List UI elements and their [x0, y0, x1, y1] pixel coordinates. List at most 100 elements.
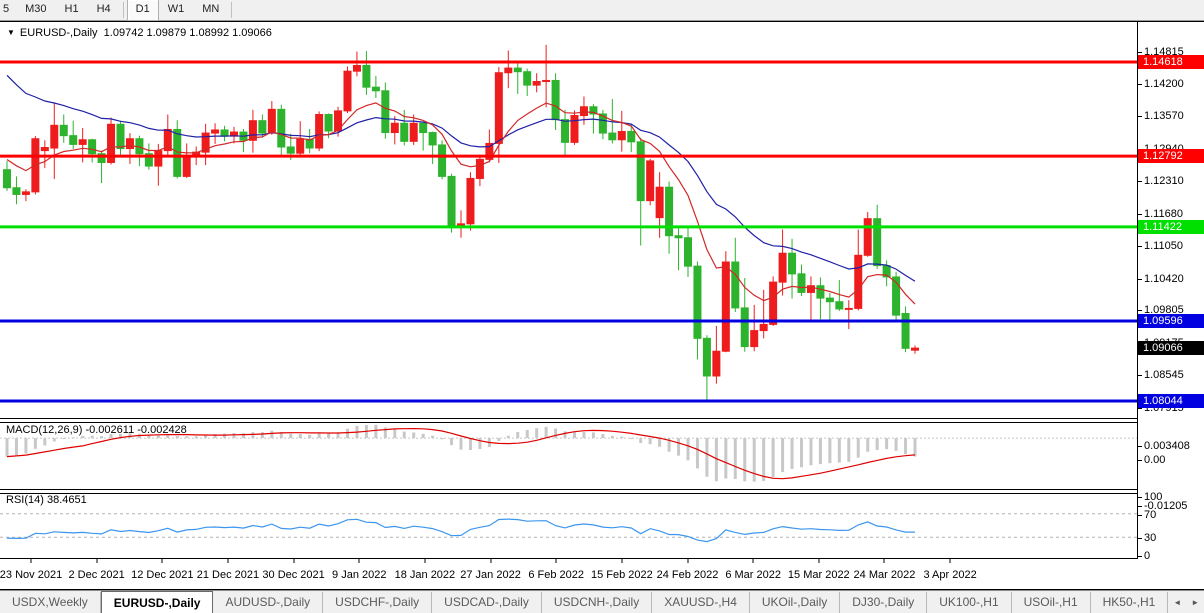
time-axis-date-label: 6 Feb 2022 [528, 569, 585, 581]
chart-tab-bar: USDX,Weekly EURUSD-,Daily AUDUSD-,Daily USD… [0, 590, 1204, 613]
price-axis-tick: 0.003408 [1144, 440, 1190, 452]
tab-usdchf-daily[interactable]: USDCHF-,Daily [323, 592, 433, 613]
price-axis-tick: 1.12310 [1144, 175, 1184, 187]
axis-tick-mark [1138, 375, 1142, 377]
tab-audusd-daily[interactable]: AUDUSD-,Daily [213, 592, 324, 613]
axis-tick-mark [1138, 506, 1142, 507]
timeframe-button-d1[interactable]: D1 [126, 0, 159, 21]
time-axis-date-label: 12 Dec 2021 [131, 569, 194, 581]
time-axis-tick-mark [293, 559, 295, 563]
toolbar-separator [122, 2, 124, 18]
price-axis-tick: 1.09805 [1144, 304, 1184, 317]
tab-usdx-weekly[interactable]: USDX,Weekly [0, 592, 101, 613]
tab-usdcnh-daily[interactable]: USDCNH-,Daily [542, 592, 653, 613]
time-axis-date-label: 3 Apr 2022 [923, 569, 977, 581]
level-price-label: 1.14618 [1138, 55, 1204, 69]
price-axis-tick: -0.01205 [1144, 500, 1188, 512]
chart-plot-area[interactable]: ▼ EURUSD-,Daily 1.09742 1.09879 1.08992 1… [0, 22, 1137, 590]
pane-separator-rsi[interactable] [0, 489, 1137, 494]
timeframe-button-mn[interactable]: MN [202, 3, 220, 15]
price-axis-tick: 1.11680 [1144, 207, 1183, 220]
timeframe-button-m30[interactable]: M30 [25, 3, 47, 15]
macd-signal-line [6, 427, 916, 480]
axis-tick-mark [1138, 556, 1142, 557]
rsi-line [6, 518, 915, 543]
macd-pane [0, 424, 1137, 482]
axis-tick-mark [1138, 446, 1142, 447]
level-price-label: 1.09596 [1138, 313, 1204, 328]
level-price-label: 1.12792 [1138, 149, 1204, 164]
axis-tick-mark [1138, 181, 1142, 182]
tab-dj30-daily[interactable]: DJ30-,Daily [840, 592, 928, 613]
axis-tick-mark [1138, 246, 1142, 247]
time-axis-tick-mark [490, 559, 492, 563]
timeframe-button-5[interactable]: 5 [3, 3, 10, 15]
time-axis-date-label: 15 Feb 2022 [590, 569, 653, 581]
time-axis-tick-mark [621, 559, 623, 563]
axis-tick-mark [1138, 213, 1142, 215]
timeframe-button-w1[interactable]: W1 [167, 3, 185, 15]
time-axis-tick-mark [949, 559, 951, 563]
time-axis-date-label: 30 Dec 2021 [262, 569, 325, 581]
time-axis-date-label: 24 Feb 2022 [656, 569, 719, 581]
rsi-indicator-label: RSI(14) 38.4651 [6, 494, 87, 506]
time-axis-date-label: 15 Mar 2022 [787, 569, 850, 581]
timeframe-button-h1[interactable]: H1 [64, 3, 79, 15]
pane-separator-macd[interactable] [0, 418, 1137, 423]
time-axis-tick-mark [161, 559, 163, 563]
rsi-pane [0, 513, 1137, 543]
macd-histogram [5, 424, 917, 482]
level-price-label: 1.11422 [1138, 219, 1204, 234]
time-axis-tick-mark [555, 559, 557, 563]
timeframe-toolbar: 5 M30 H1 H4 D1 W1 MN [0, 0, 1204, 21]
chart-window: ▼ EURUSD-,Daily 1.09742 1.09879 1.08992 1… [0, 21, 1204, 590]
axis-tick-mark [1138, 148, 1142, 150]
tab-scroll-left-icon[interactable]: ◄ [1173, 598, 1182, 607]
tab-hk50-h1[interactable]: HK50-,H1 [1091, 592, 1169, 613]
time-axis-date-label: 23 Nov 2021 [0, 569, 63, 581]
tab-ukoil-daily[interactable]: UKOil-,Daily [750, 592, 841, 613]
time-axis-tick-mark [883, 559, 885, 563]
axis-tick-mark [1138, 51, 1142, 53]
chart-window-border [0, 589, 1204, 590]
time-axis-tick-mark [96, 559, 98, 563]
candlestick-series [3, 44, 919, 401]
tab-uk100-h1[interactable]: UK100-,H1 [927, 592, 1012, 613]
chart-ohlc-values: 1.09742 1.09879 1.08992 1.09066 [103, 27, 272, 39]
price-axis-tick: 0.00 [1144, 454, 1166, 467]
time-axis-tick-mark [752, 559, 754, 563]
time-axis-tick-mark [227, 559, 229, 563]
price-axis-tick: 100 [1144, 491, 1163, 503]
price-axis-tick: 0 [1144, 550, 1151, 562]
tab-eurusd-daily[interactable]: EURUSD-,Daily [100, 591, 214, 613]
time-axis-date-label: 24 Mar 2022 [853, 569, 916, 581]
price-axis-tick: 1.08545 [1144, 369, 1184, 382]
time-axis-date-label: 18 Jan 2022 [394, 569, 456, 581]
axis-tick-mark [1138, 116, 1142, 117]
tab-usoil-h1[interactable]: USOil-,H1 [1012, 592, 1091, 613]
price-axis[interactable]: 1.148151.142001.135701.129401.123101.116… [1137, 22, 1204, 562]
time-axis-tick-mark [424, 559, 426, 563]
axis-tick-mark [1138, 407, 1142, 409]
tab-scroll-right-icon[interactable]: ► [1191, 598, 1200, 607]
price-axis-tick: 1.10420 [1144, 272, 1184, 285]
time-axis-tick-mark [818, 559, 820, 563]
time-axis[interactable]: 23 Nov 2021 2 Dec 2021 12 Dec 2021 21 Dec 2… [0, 559, 1204, 589]
tab-scroll-controls: ◄ ► [1168, 591, 1204, 613]
time-axis-date-label: 9 Jan 2022 [332, 569, 387, 581]
symbol-dropdown-icon[interactable]: ▼ [7, 28, 15, 37]
time-axis-date-label: 2 Dec 2021 [68, 569, 125, 581]
current-price-label: 1.09066 [1138, 341, 1204, 356]
time-axis-tick-mark [687, 559, 688, 563]
tab-usdcad-daily[interactable]: USDCAD-,Daily [432, 592, 542, 613]
timeframe-button-h4[interactable]: H4 [96, 3, 111, 15]
price-axis-tick: 70 [1144, 508, 1157, 521]
time-axis-tick-mark [30, 559, 32, 563]
macd-indicator-label: MACD(12,26,9) -0.002611 -0.002428 [6, 424, 187, 436]
chart-tabs: USDX,Weekly EURUSD-,Daily AUDUSD-,Daily USD… [0, 591, 1169, 613]
moving-average-slow-line [6, 74, 916, 282]
time-axis-date-label: 6 Mar 2022 [725, 569, 781, 581]
price-axis-tick: 1.14200 [1144, 77, 1184, 90]
tab-xauusd-h4[interactable]: XAUUSD-,H4 [652, 592, 750, 613]
